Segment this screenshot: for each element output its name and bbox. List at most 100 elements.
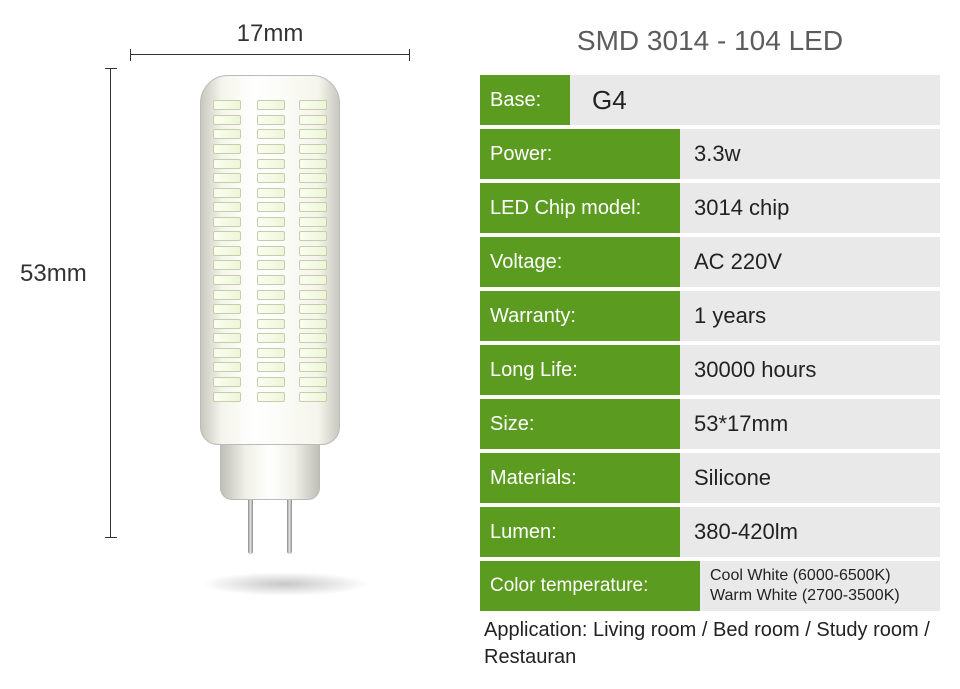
led-chip (213, 217, 241, 227)
spec-value: G4 (570, 75, 940, 125)
spec-value: 53*17mm (680, 399, 940, 449)
led-chip (299, 144, 327, 154)
led-chip (299, 231, 327, 241)
spec-value: Silicone (680, 453, 940, 503)
spec-value: 380-420lm (680, 507, 940, 557)
led-chip (299, 377, 327, 387)
led-chip (213, 290, 241, 300)
led-chip (299, 246, 327, 256)
application-text: Application: Living room / Bed room / St… (480, 617, 940, 671)
led-chip (299, 348, 327, 358)
led-chip (213, 348, 241, 358)
spec-label: LED Chip model: (480, 183, 680, 233)
led-chip (257, 129, 285, 139)
led-chip (213, 377, 241, 387)
bulb-body (200, 75, 340, 445)
led-chip (213, 246, 241, 256)
spec-row-colortemp: Color temperature: Cool White (6000-6500… (480, 561, 940, 611)
spec-label: Power: (480, 129, 680, 179)
spec-value: Cool White (6000-6500K) Warm White (2700… (700, 561, 940, 611)
led-chip (257, 304, 285, 314)
led-chip (257, 333, 285, 343)
led-chip (213, 188, 241, 198)
bulb-base (220, 445, 320, 500)
led-chip (257, 217, 285, 227)
pin (287, 499, 292, 554)
led-chip (299, 333, 327, 343)
spec-value: 30000 hours (680, 345, 940, 395)
product-diagram: 17mm 53mm (0, 0, 480, 689)
spec-value: AC 220V (680, 237, 940, 287)
led-chip (257, 159, 285, 169)
led-chip (299, 275, 327, 285)
spec-row-power: Power: 3.3w (480, 129, 940, 179)
led-chip (257, 246, 285, 256)
pin (248, 499, 253, 554)
led-chip (299, 304, 327, 314)
spec-value: 3014 chip (680, 183, 940, 233)
spec-row-voltage: Voltage: AC 220V (480, 237, 940, 287)
product-title: SMD 3014 - 104 LED (480, 25, 940, 57)
spec-row-warranty: Warranty: 1 years (480, 291, 940, 341)
led-chip (213, 275, 241, 285)
led-chip (213, 319, 241, 329)
colortemp-warm: Warm White (2700-3500K) (710, 586, 900, 606)
led-chip (213, 100, 241, 110)
colortemp-cool: Cool White (6000-6500K) (710, 566, 891, 586)
spec-label: Long Life: (480, 345, 680, 395)
led-chip (257, 348, 285, 358)
led-column (213, 98, 241, 404)
spec-row-materials: Materials: Silicone (480, 453, 940, 503)
led-chip (299, 260, 327, 270)
spec-row-size: Size: 53*17mm (480, 399, 940, 449)
led-column (257, 98, 285, 404)
spec-row-lumen: Lumen: 380-420lm (480, 507, 940, 557)
spec-value: 3.3w (680, 129, 940, 179)
spec-label: Color temperature: (480, 561, 700, 611)
led-chip (257, 392, 285, 402)
led-chip (299, 362, 327, 372)
led-chip (257, 319, 285, 329)
height-dimension-label: 53mm (20, 260, 87, 288)
led-chip (213, 202, 241, 212)
bulb-pins (200, 499, 340, 554)
led-chip (257, 362, 285, 372)
led-column (299, 98, 327, 404)
led-chip (299, 100, 327, 110)
led-chip (213, 231, 241, 241)
bulb-illustration (200, 75, 340, 596)
led-chip (299, 115, 327, 125)
led-chip (213, 144, 241, 154)
height-dimension-line (110, 68, 111, 538)
led-chip (213, 392, 241, 402)
led-chip (299, 173, 327, 183)
led-chip (257, 144, 285, 154)
width-dimension-line (130, 54, 410, 55)
led-chip (257, 260, 285, 270)
spec-row-base: Base: G4 (480, 75, 940, 125)
led-chip (213, 115, 241, 125)
led-chip (299, 319, 327, 329)
spec-label: Warranty: (480, 291, 680, 341)
led-chip (299, 392, 327, 402)
led-chip (257, 377, 285, 387)
led-chip (257, 173, 285, 183)
led-chip (299, 159, 327, 169)
led-chip (213, 173, 241, 183)
spec-label: Materials: (480, 453, 680, 503)
spec-row-chip: LED Chip model: 3014 chip (480, 183, 940, 233)
led-chip (299, 129, 327, 139)
led-chip (213, 333, 241, 343)
led-chip (213, 304, 241, 314)
led-chip (299, 202, 327, 212)
width-dimension-label: 17mm (130, 20, 410, 48)
led-chip (257, 275, 285, 285)
led-chip (257, 290, 285, 300)
led-chip (299, 188, 327, 198)
led-chip (257, 100, 285, 110)
spec-label: Size: (480, 399, 680, 449)
led-chip (213, 159, 241, 169)
led-chip (299, 217, 327, 227)
spec-value: 1 years (680, 291, 940, 341)
spec-label: Voltage: (480, 237, 680, 287)
